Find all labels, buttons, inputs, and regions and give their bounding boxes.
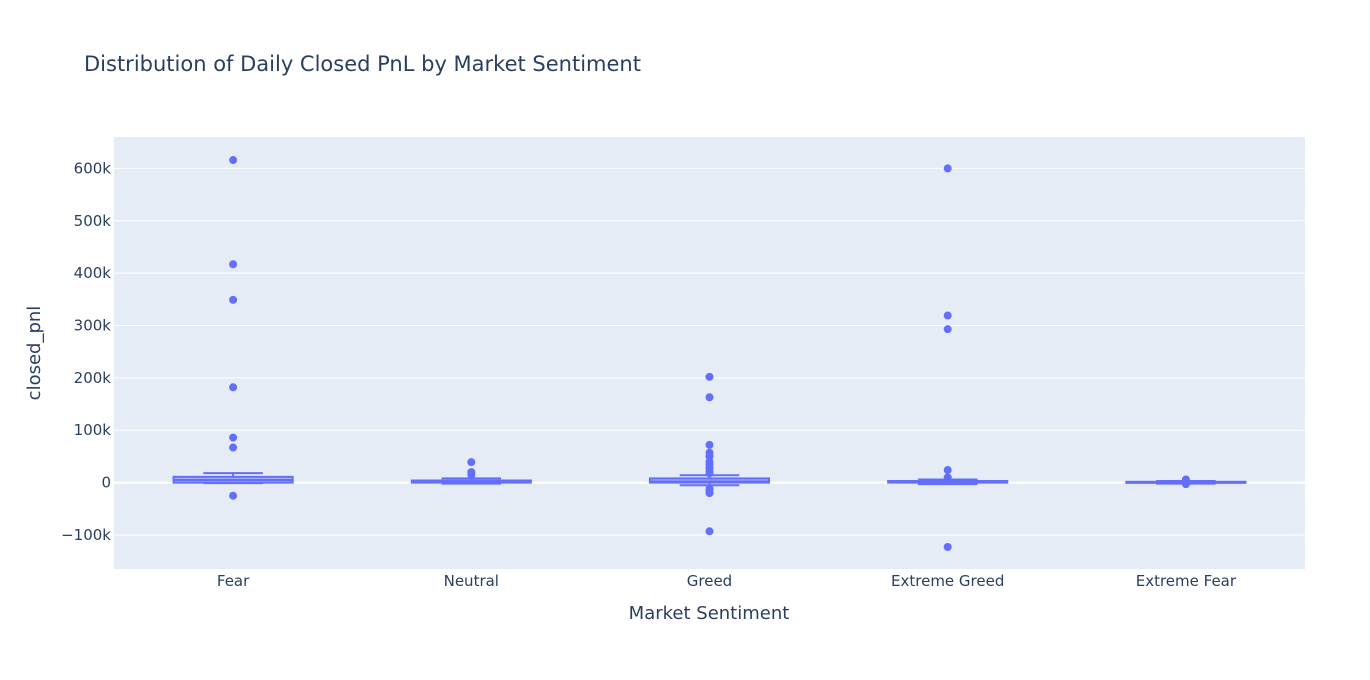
outlier-point bbox=[1181, 480, 1190, 489]
y-tick-label: 600k bbox=[74, 159, 112, 177]
box-extreme-fear bbox=[1125, 475, 1247, 489]
x-tick-label: Neutral bbox=[444, 572, 499, 590]
outlier-point bbox=[229, 260, 238, 269]
y-tick-label: 300k bbox=[74, 317, 112, 335]
box-fear bbox=[172, 156, 294, 500]
outlier-point bbox=[229, 433, 238, 442]
y-tick-label: −100k bbox=[61, 526, 111, 544]
outlier-point bbox=[229, 383, 238, 392]
x-axis-ticks: Fear Neutral Greed Extreme Greed Extreme Fea… bbox=[217, 572, 1237, 590]
outlier-point bbox=[943, 466, 952, 475]
outlier-point bbox=[229, 295, 238, 304]
outlier-point bbox=[467, 458, 476, 467]
outlier-point bbox=[943, 543, 952, 552]
box-extreme-greed bbox=[887, 164, 1009, 552]
y-tick-label: 100k bbox=[74, 421, 112, 439]
box-body bbox=[648, 477, 771, 484]
box-neutral bbox=[410, 458, 532, 485]
y-tick-label: 200k bbox=[74, 369, 112, 387]
outlier-point bbox=[943, 473, 952, 482]
plot-background bbox=[114, 137, 1305, 569]
outlier-point bbox=[705, 489, 714, 498]
y-axis-ticks: −100k 0 100k 200k 300k 400k 500k 600k bbox=[61, 159, 111, 544]
outlier-point bbox=[943, 164, 952, 173]
outlier-point bbox=[705, 527, 714, 536]
box-greed bbox=[648, 372, 771, 536]
outlier-point bbox=[943, 325, 952, 334]
outlier-point bbox=[467, 470, 476, 479]
outlier-point bbox=[705, 440, 714, 449]
outlier-point bbox=[229, 156, 238, 165]
x-tick-label: Extreme Greed bbox=[891, 572, 1004, 590]
x-tick-label: Fear bbox=[217, 572, 250, 590]
outlier-point bbox=[943, 311, 952, 320]
outlier-point bbox=[705, 372, 714, 381]
x-tick-label: Greed bbox=[687, 572, 732, 590]
y-axis-title: closed_pnl bbox=[24, 306, 45, 401]
outlier-point bbox=[705, 393, 714, 402]
outlier-point bbox=[705, 469, 714, 478]
chart-title: Distribution of Daily Closed PnL by Mark… bbox=[84, 52, 641, 76]
outlier-point bbox=[229, 491, 238, 500]
x-axis-title: Market Sentiment bbox=[629, 603, 790, 624]
y-tick-label: 500k bbox=[74, 212, 112, 230]
y-tick-label: 0 bbox=[101, 474, 111, 492]
x-tick-label: Extreme Fear bbox=[1136, 572, 1237, 590]
outlier-point bbox=[229, 443, 238, 452]
box-series bbox=[172, 156, 1247, 552]
y-tick-label: 400k bbox=[74, 264, 112, 282]
